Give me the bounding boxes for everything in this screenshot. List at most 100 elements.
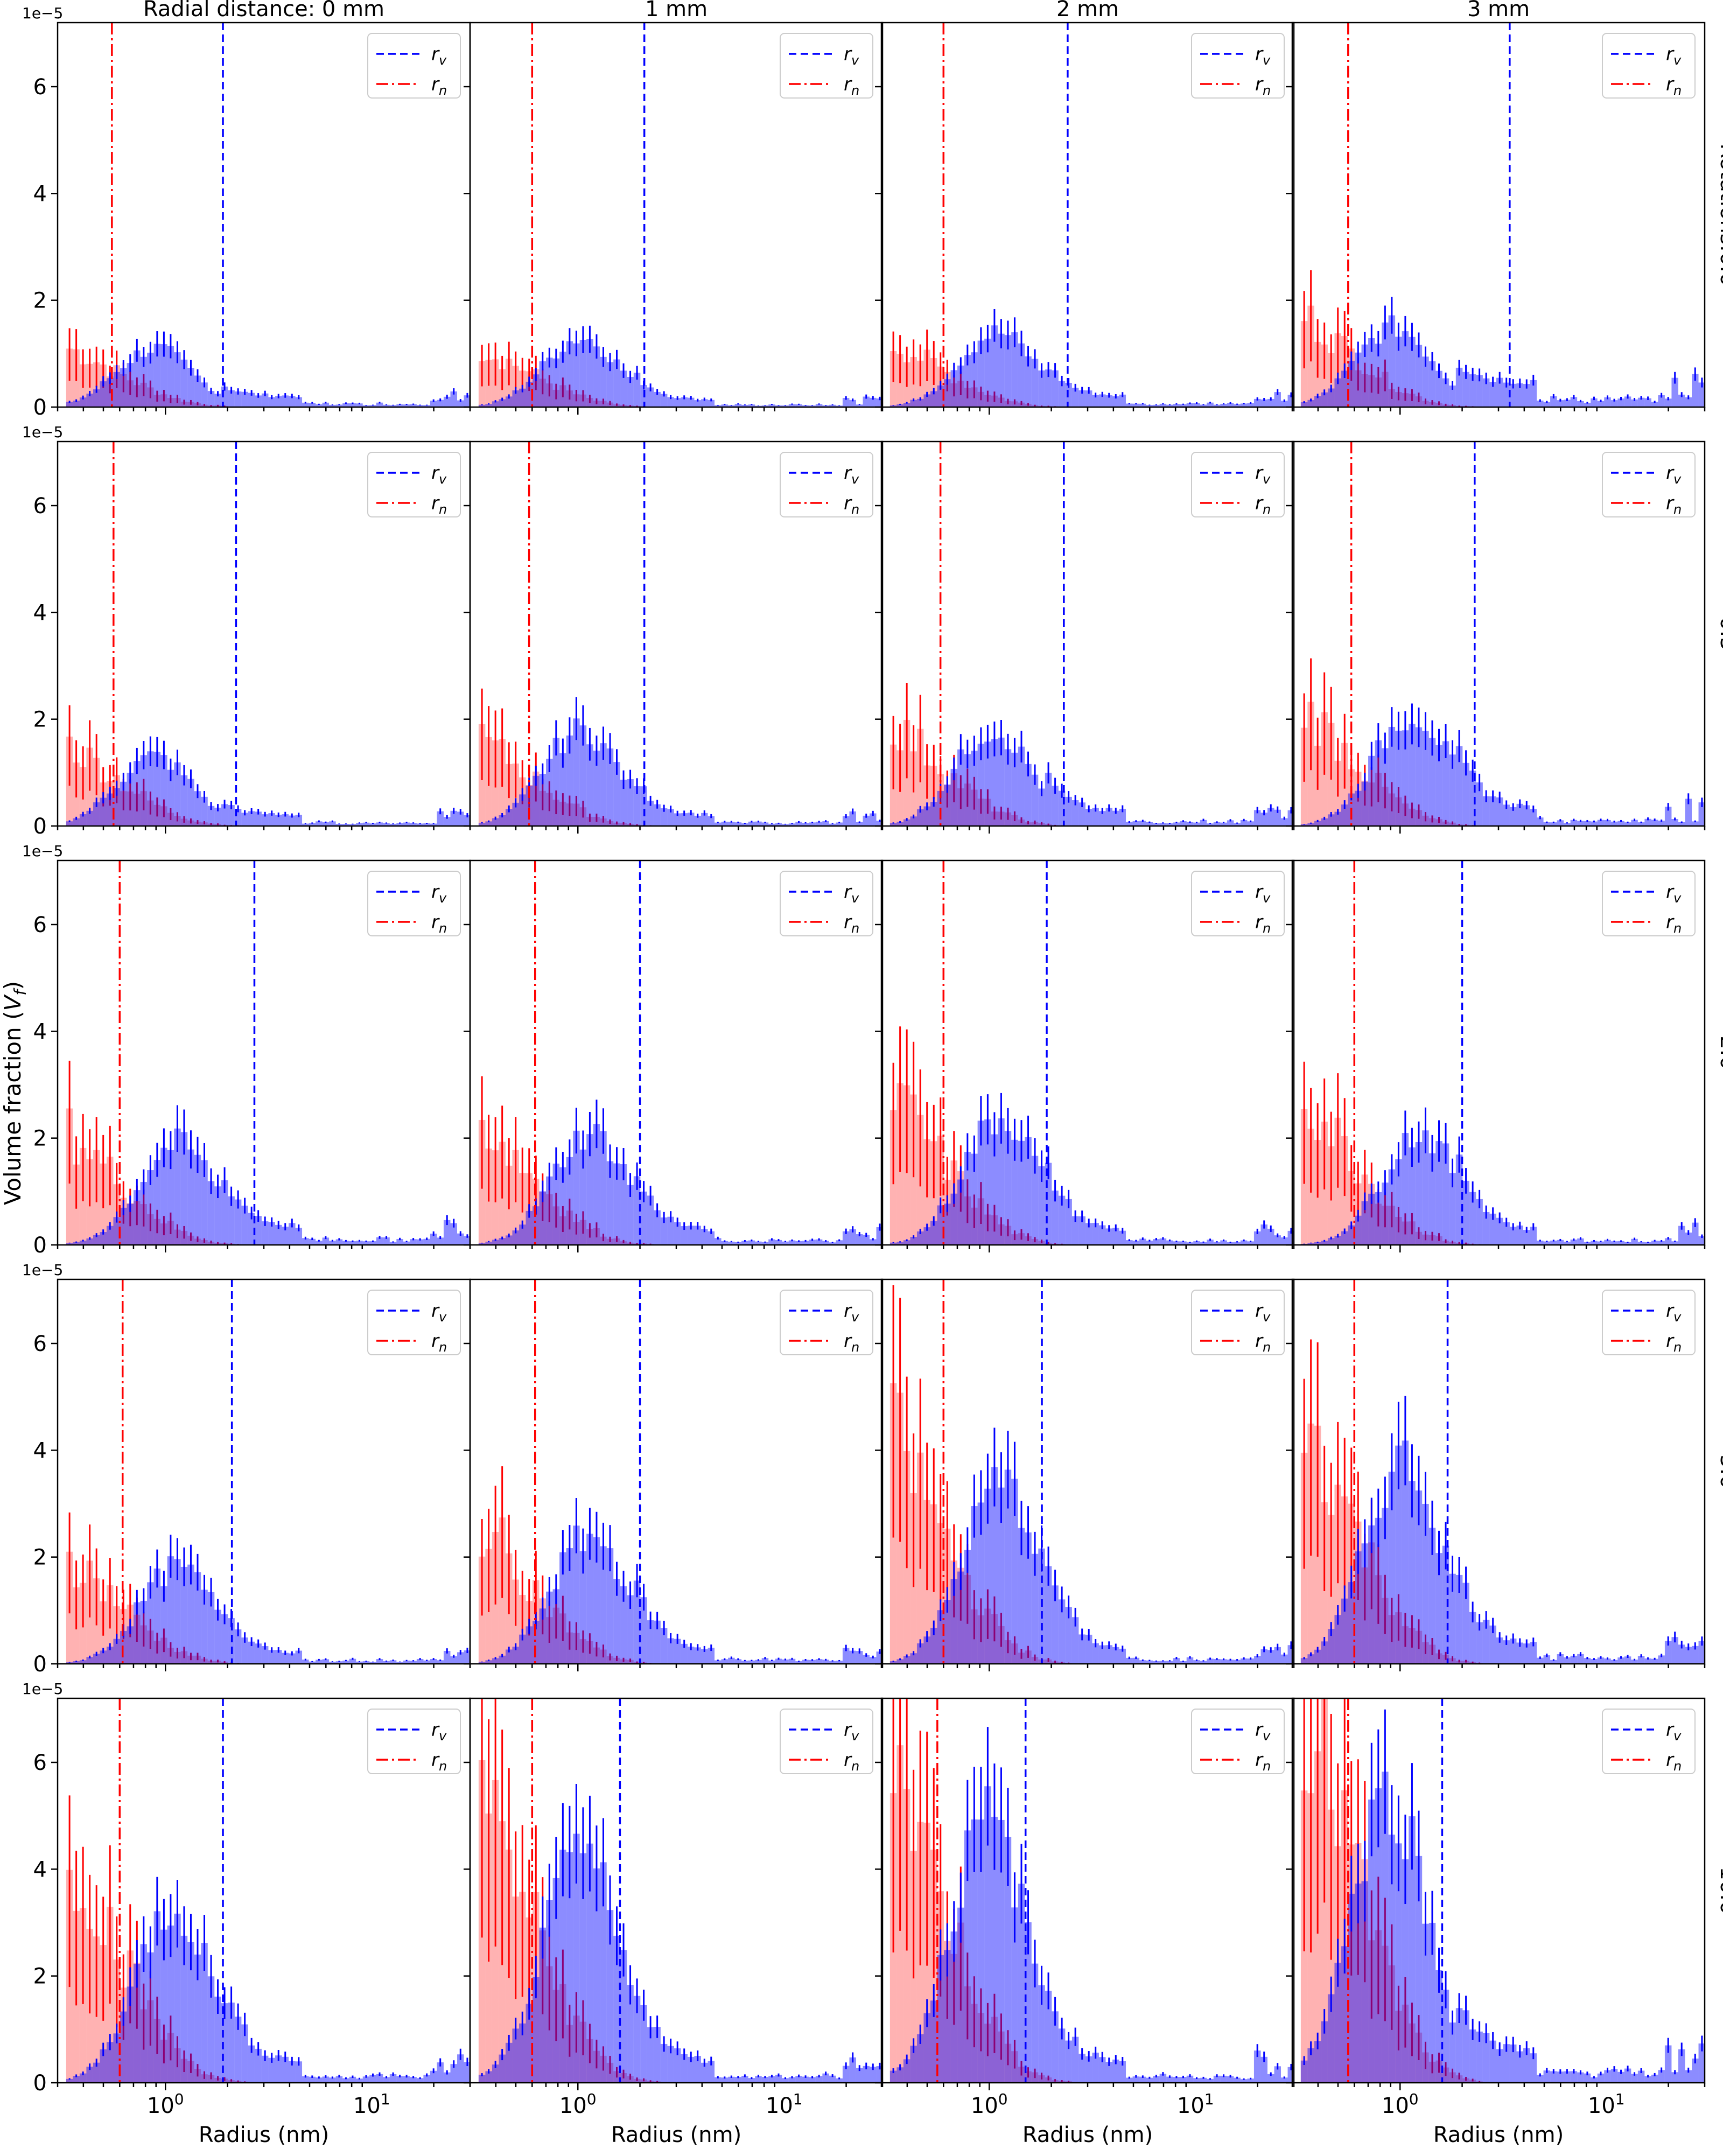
volume-bar — [106, 2042, 114, 2083]
volume-bar — [1153, 823, 1160, 826]
volume-bar — [174, 352, 181, 407]
volume-bar — [1274, 1647, 1281, 1664]
volume-bar — [916, 809, 924, 826]
volume-bar — [741, 823, 748, 826]
volume-bar — [403, 822, 410, 826]
volume-bar — [1260, 2056, 1267, 2083]
volume-bar — [998, 1819, 1005, 2083]
volume-bar — [633, 1176, 641, 1245]
legend-label-1: rn — [844, 912, 859, 936]
volume-bar — [73, 1661, 80, 1664]
x-axis-label: Radius (nm) — [1022, 2123, 1153, 2147]
volume-bar — [1503, 804, 1510, 826]
volume-bar — [147, 751, 154, 826]
volume-bar — [1321, 392, 1328, 407]
volume-bar — [1509, 1227, 1517, 1245]
volume-bar — [1455, 746, 1463, 826]
volume-bar — [1253, 2050, 1261, 2083]
volume-bar — [1213, 1242, 1221, 1245]
volume-bar — [694, 1647, 702, 1664]
volume-bar — [1617, 2071, 1624, 2083]
volume-bar — [1193, 1241, 1200, 1245]
volume-bar — [856, 822, 863, 826]
legend: rv rn — [367, 871, 461, 936]
volume-bar — [741, 404, 748, 407]
volume-bar — [633, 786, 641, 826]
volume-bar — [1119, 808, 1126, 826]
volume-bar — [1213, 2075, 1221, 2083]
volume-bar — [721, 404, 729, 407]
volume-bar — [1065, 1607, 1072, 1664]
volume-bar — [863, 815, 870, 826]
ytick-label: 2 — [33, 1126, 47, 1151]
volume-bar — [1537, 400, 1544, 407]
volume-bar — [295, 2061, 303, 2083]
volume-bar — [248, 393, 255, 407]
volume-bar — [160, 1586, 167, 1664]
volume-bar — [896, 822, 903, 826]
volume-bar — [1685, 2070, 1692, 2083]
volume-bar — [1395, 731, 1402, 826]
volume-bar — [1516, 1642, 1524, 1664]
volume-bar — [66, 821, 73, 826]
volume-bar — [241, 391, 248, 407]
volume-bar — [403, 1241, 410, 1245]
volume-bar — [539, 1191, 547, 1245]
legend-box — [780, 33, 873, 99]
volume-bar — [788, 1658, 796, 1664]
volume-bar — [1564, 2071, 1571, 2083]
volume-bar — [79, 2073, 87, 2083]
volume-bar — [775, 1658, 782, 1664]
volume-distribution — [1300, 1396, 1705, 1664]
volume-bar — [1570, 1655, 1578, 1664]
legend-label-1: rn — [1666, 74, 1682, 98]
volume-bar — [485, 404, 492, 407]
volume-bar — [660, 1217, 668, 1245]
volume-bar — [910, 816, 917, 826]
volume-bar — [207, 1976, 215, 2083]
volume-bar — [268, 813, 275, 826]
volume-bar — [971, 1153, 978, 1245]
volume-bar — [1557, 2071, 1564, 2083]
volume-bar — [977, 1819, 985, 2083]
volume-bar — [1591, 2077, 1598, 2083]
volume-bar — [1132, 1241, 1140, 1245]
volume-bar — [930, 2000, 937, 2083]
volume-bar — [1071, 2036, 1079, 2083]
volume-bar — [1098, 1225, 1106, 1245]
volume-bar — [1664, 1641, 1672, 1664]
volume-bar — [984, 1488, 991, 1664]
volume-bar — [1422, 356, 1429, 407]
volume-bar — [289, 2061, 296, 2083]
volume-bar — [255, 1643, 262, 1664]
volume-bar — [100, 381, 107, 407]
volume-bar — [1644, 1658, 1651, 1664]
volume-bar — [1018, 746, 1025, 826]
volume-bar — [1200, 820, 1207, 826]
volume-bar — [1591, 1241, 1598, 1245]
volume-bar — [1489, 2040, 1496, 2083]
volume-bar — [559, 753, 566, 826]
volume-bar — [1415, 727, 1423, 826]
volume-bar — [647, 1620, 654, 1664]
legend-label-1: rn — [1255, 1331, 1271, 1355]
volume-bar — [1409, 1816, 1416, 2083]
volume-bar — [1584, 402, 1591, 407]
legend-label-0: rv — [1666, 1719, 1682, 1744]
volume-bar — [1564, 400, 1571, 407]
volume-bar — [1442, 741, 1449, 826]
volume-bar — [282, 2056, 289, 2083]
volume-bar — [1395, 1843, 1402, 2083]
volume-bar — [1651, 402, 1658, 407]
volume-bar — [1664, 398, 1672, 407]
volume-bar — [113, 2033, 121, 2083]
volume-bar — [383, 404, 390, 407]
volume-bar — [802, 1241, 809, 1245]
volume-bar — [1469, 1612, 1476, 1664]
volume-bar — [342, 1660, 349, 1664]
volume-bar — [977, 1502, 985, 1664]
legend-label-0: rv — [431, 881, 447, 906]
volume-bar — [1584, 821, 1591, 826]
volume-bar — [356, 1661, 363, 1664]
panel-r0-c2: rv rn 2 mm — [875, 0, 1295, 415]
